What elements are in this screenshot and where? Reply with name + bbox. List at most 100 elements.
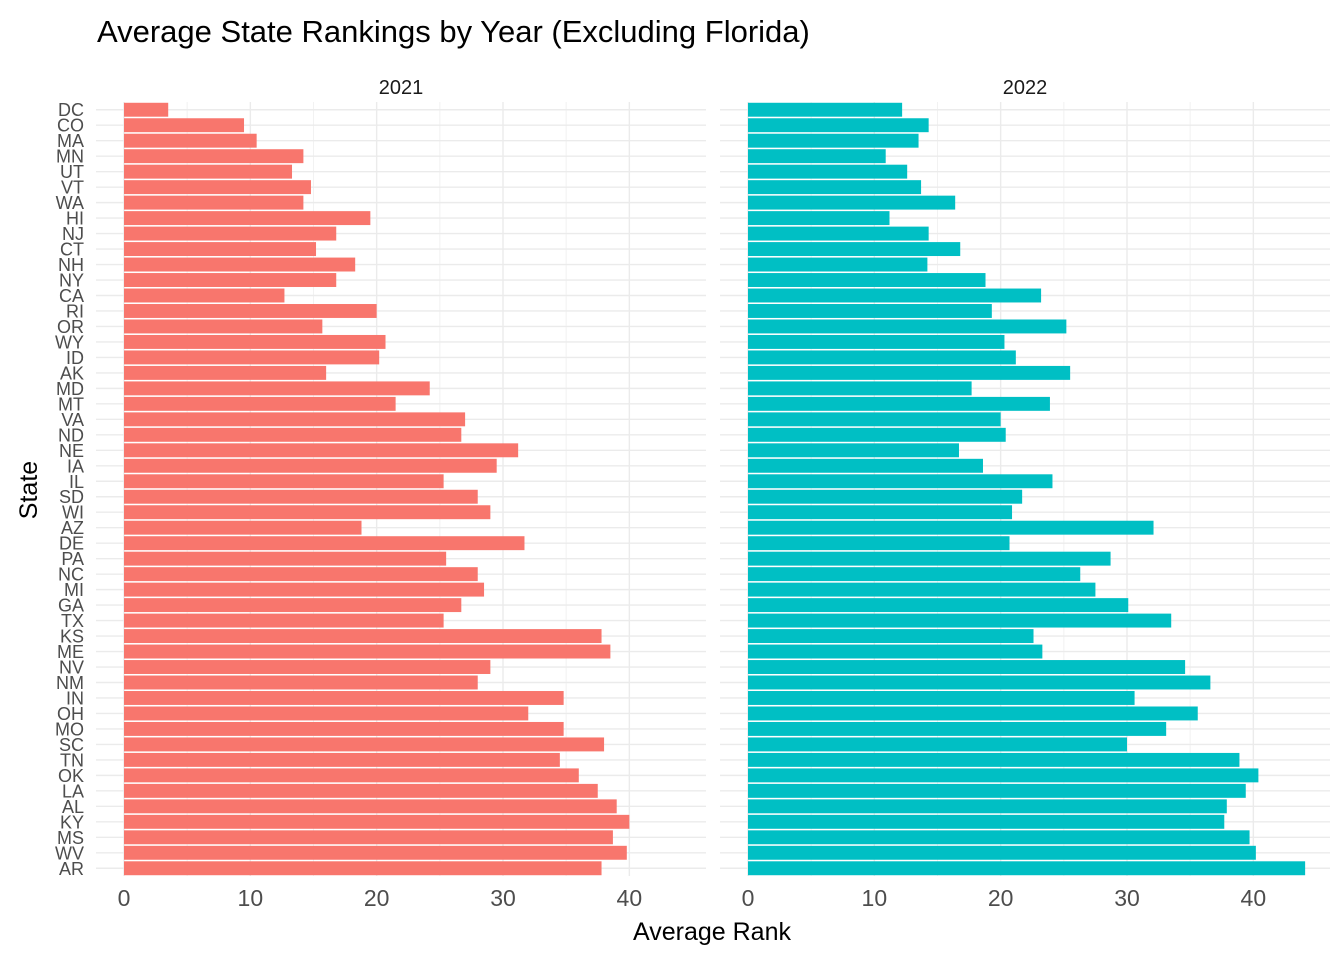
bar-2022-MS — [748, 830, 1250, 845]
bar-2022-MI — [748, 582, 1096, 597]
bar-2022-AZ — [748, 520, 1154, 535]
bar-2021-MS — [124, 830, 613, 845]
y-tick-label-NY: NY — [59, 271, 84, 291]
bar-2022-OK — [748, 768, 1259, 783]
chart-title: Average State Rankings by Year (Excludin… — [97, 14, 810, 49]
bar-2021-MT — [124, 396, 396, 411]
y-tick-label-HI: HI — [66, 209, 84, 229]
bar-2022-PA — [748, 551, 1111, 566]
y-tick-label-ME: ME — [57, 642, 84, 662]
bar-2022-IN — [748, 691, 1135, 705]
y-tick-label-NV: NV — [59, 658, 84, 678]
bar-2021-SD — [124, 489, 478, 504]
y-tick-label-IA: IA — [67, 456, 84, 476]
x-tick-label: 10 — [238, 885, 264, 911]
y-tick-label-OH: OH — [57, 704, 84, 724]
bar-2021-LA — [124, 783, 598, 798]
x-tick-label: 0 — [742, 885, 755, 911]
bar-2021-MO — [124, 721, 564, 736]
y-tick-label-CT: CT — [60, 240, 84, 260]
y-tick-label-VA: VA — [61, 410, 84, 430]
bar-2021-TN — [124, 752, 560, 767]
bar-2022-DE — [748, 536, 1010, 551]
y-axis-title: State — [15, 461, 43, 519]
y-tick-label-LA: LA — [62, 781, 84, 801]
y-tick-label-AK: AK — [60, 363, 84, 383]
y-tick-label-MS: MS — [57, 828, 84, 848]
bar-2022-RI — [748, 304, 992, 318]
y-tick-label-TN: TN — [60, 750, 84, 770]
bar-2021-ID — [124, 350, 380, 365]
bar-2021-DC — [124, 102, 169, 117]
bar-2022-CO — [748, 118, 929, 133]
bar-2022-CA — [748, 288, 1042, 303]
bar-2022-LA — [748, 783, 1246, 798]
y-tick-label-IN: IN — [66, 688, 84, 708]
panel-2021: 2021 0 10 20 30 40 — [96, 77, 706, 911]
bar-2022-WI — [748, 505, 1013, 520]
bar-2022-TX — [748, 613, 1172, 628]
bar-2021-KS — [124, 629, 602, 644]
y-tick-label-MI: MI — [64, 580, 84, 600]
x-axis-title: Average Rank — [633, 918, 791, 946]
bar-2022-AR — [748, 861, 1306, 876]
y-tick-label-AR: AR — [59, 859, 84, 879]
bar-2022-NC — [748, 567, 1081, 582]
bar-2021-NE — [124, 443, 519, 458]
x-tick-label: 30 — [490, 885, 516, 911]
bar-2021-SC — [124, 737, 605, 752]
bar-2021-KY — [124, 814, 630, 829]
y-tick-label-DC: DC — [58, 100, 84, 120]
bar-2022-ME — [748, 644, 1043, 659]
bar-2021-MN — [124, 149, 304, 164]
bar-2021-PA — [124, 551, 447, 566]
bar-2022-WV — [748, 845, 1256, 860]
y-tick-label-SC: SC — [59, 735, 84, 755]
y-tick-label-PA: PA — [61, 549, 84, 569]
bar-2022-MA — [748, 133, 919, 148]
bar-2021-AL — [124, 799, 617, 814]
facet-label-2021: 2021 — [379, 77, 424, 99]
y-tick-label-MA: MA — [57, 131, 84, 151]
y-tick-label-KS: KS — [60, 627, 84, 647]
bar-2022-KY — [748, 814, 1225, 829]
y-tick-labels: DCCOMAMNUTVTWAHINJCTNHNYCARIORWYIDAKMDMT… — [55, 100, 84, 879]
bar-2021-NM — [124, 675, 478, 690]
bar-2021-WV — [124, 845, 627, 860]
bar-2022-CT — [748, 242, 961, 257]
bar-2022-NM — [748, 675, 1211, 690]
bar-2021-OK — [124, 768, 579, 783]
bar-2021-MD — [124, 381, 430, 396]
y-tick-label-ND: ND — [58, 425, 84, 445]
bar-2021-AZ — [124, 520, 362, 535]
bar-2022-GA — [748, 598, 1129, 613]
bar-2021-UT — [124, 164, 293, 179]
y-tick-label-DE: DE — [59, 534, 84, 554]
bar-2021-NH — [124, 257, 356, 272]
bar-2021-OR — [124, 319, 323, 334]
bar-2022-AK — [748, 365, 1071, 380]
bar-2022-UT — [748, 164, 908, 179]
y-tick-label-MD: MD — [56, 379, 84, 399]
y-tick-label-NC: NC — [58, 565, 84, 585]
y-tick-label-GA: GA — [58, 596, 84, 616]
bar-2021-GA — [124, 598, 462, 613]
y-tick-label-NH: NH — [58, 255, 84, 275]
y-tick-label-WV: WV — [55, 843, 84, 863]
y-tick-label-RI: RI — [66, 301, 84, 321]
bar-2021-MI — [124, 582, 485, 597]
y-tick-label-MN: MN — [56, 147, 84, 167]
bar-2021-WA — [124, 195, 304, 210]
y-tick-label-ID: ID — [66, 348, 84, 368]
y-tick-label-OK: OK — [58, 766, 84, 786]
y-tick-label-OR: OR — [57, 317, 84, 337]
bar-2022-SC — [748, 737, 1127, 752]
bar-2021-OH — [124, 706, 529, 721]
bar-2022-NV — [748, 660, 1186, 674]
y-tick-label-KY: KY — [60, 812, 84, 832]
bar-2021-IN — [124, 691, 564, 705]
bar-2021-ME — [124, 644, 611, 659]
bar-2021-NJ — [124, 226, 337, 241]
